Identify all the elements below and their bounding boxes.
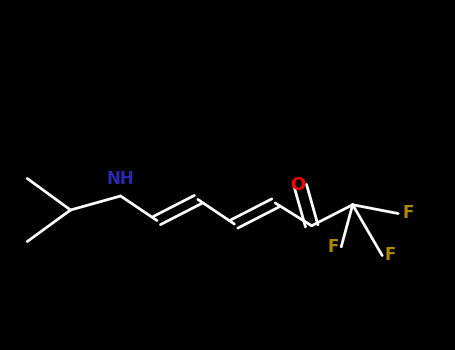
Text: F: F xyxy=(384,246,396,265)
Text: F: F xyxy=(328,238,339,256)
Text: F: F xyxy=(403,204,414,223)
Text: NH: NH xyxy=(107,170,134,188)
Text: O: O xyxy=(290,176,306,195)
